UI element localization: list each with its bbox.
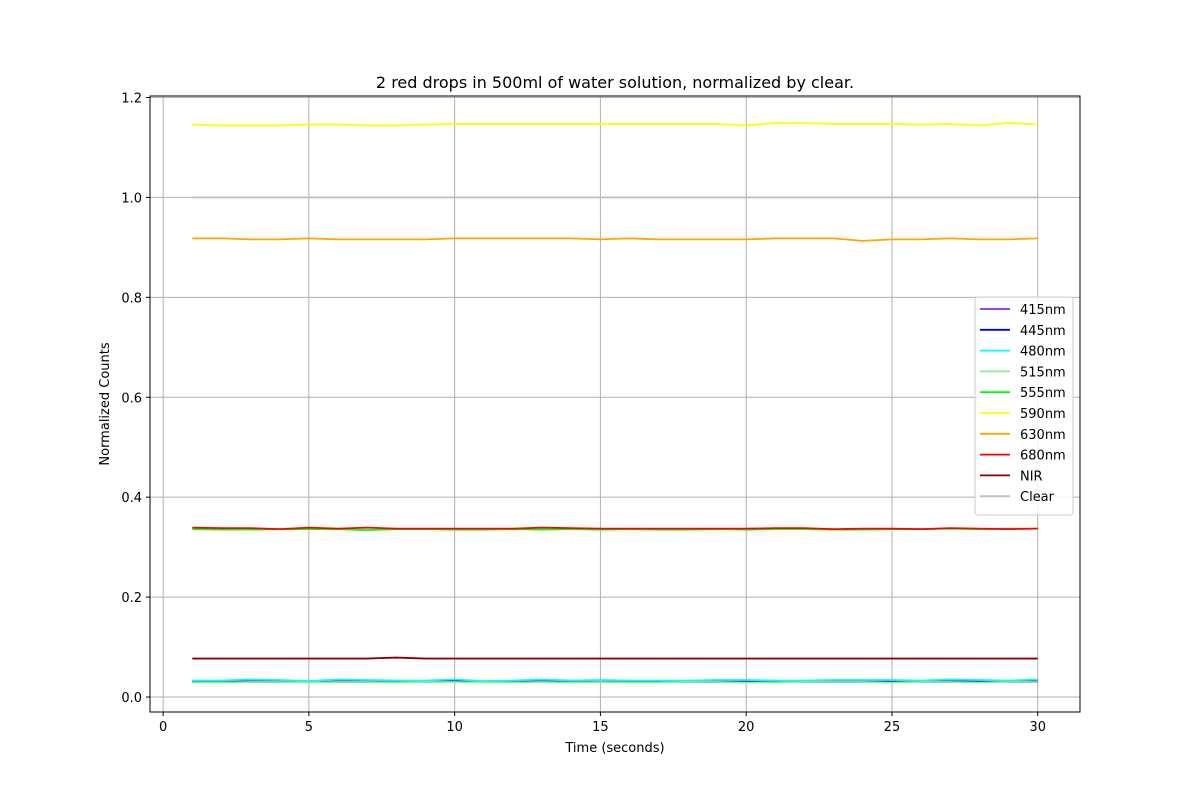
series-line-480nm [192, 678, 1038, 682]
series-line-590nm [192, 122, 1038, 127]
y-axis-label: Normalized Counts [98, 342, 113, 465]
legend-label-555nm: 555nm [1020, 386, 1066, 401]
x-tick-label: 30 [1029, 720, 1046, 735]
legend-label-590nm: 590nm [1020, 407, 1066, 422]
x-tick-label: 5 [305, 720, 313, 735]
series-line-630nm [192, 237, 1038, 242]
y-tick-label: 0.8 [121, 291, 142, 306]
legend-label-clear: Clear [1020, 490, 1055, 505]
plot-frame [149, 95, 1081, 713]
y-tick-label: 0.4 [121, 491, 142, 506]
legend-label-630nm: 630nm [1020, 428, 1066, 443]
series-line-680nm [192, 526, 1038, 531]
y-tick-label: 0.2 [121, 591, 142, 606]
x-tick-label: 15 [592, 720, 609, 735]
legend-label-415nm: 415nm [1020, 303, 1066, 318]
legend-label-nir: NIR [1020, 469, 1043, 484]
y-tick-label: 0.0 [121, 691, 142, 706]
x-tick-label: 25 [884, 720, 901, 735]
x-tick-label: 10 [446, 720, 463, 735]
legend-label-480nm: 480nm [1020, 345, 1066, 360]
chart-title: 2 red drops in 500ml of water solution, … [376, 73, 854, 92]
series-lines [192, 122, 1038, 684]
x-tick-label: 0 [159, 720, 167, 735]
legend-label-445nm: 445nm [1020, 324, 1066, 339]
y-tick-label: 0.6 [121, 391, 142, 406]
axis-ticks: 0 5 10 15 20 25 30 0.0 0.2 0.4 0.6 0.8 1.0 1.2 [121, 91, 1046, 735]
series-line-nir [192, 656, 1038, 660]
y-tick-label: 1.0 [121, 191, 142, 206]
legend: 415nm 445nm 480nm 515nm 555nm 590nm 630nm 680nm… [974, 296, 1074, 516]
x-tick-label: 20 [738, 720, 755, 735]
legend-label-515nm: 515nm [1020, 365, 1066, 380]
grid-lines [150, 96, 1080, 712]
x-axis-label: Time (seconds) [564, 741, 664, 756]
y-tick-label: 1.2 [121, 91, 142, 106]
series-line-515nm [192, 681, 1038, 684]
legend-label-680nm: 680nm [1020, 449, 1066, 464]
